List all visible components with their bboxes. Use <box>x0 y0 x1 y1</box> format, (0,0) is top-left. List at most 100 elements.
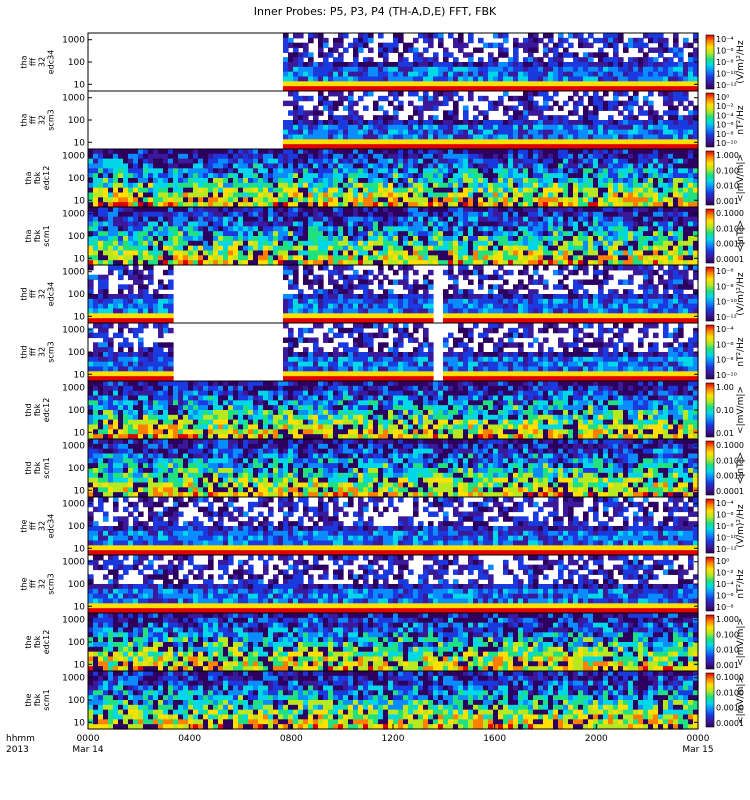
colorbar-tick-label: 10⁻⁶ <box>716 121 734 130</box>
panel-label-line: fff <box>29 290 38 299</box>
colorbar-scale <box>705 382 715 438</box>
y-tick-label: 10 <box>74 138 86 148</box>
colorbar-tick-label: 1.000 <box>716 151 739 160</box>
colorbar: 1.000 0.100 0.010 0.001<|mV/m|> <box>705 614 746 670</box>
y-tick-label: 10 <box>74 196 86 206</box>
y-tick-label: 1000 <box>62 36 85 46</box>
colorbar: 1.000 0.100 0.010 0.001<|mV/m|> <box>705 150 746 206</box>
colorbar-scale <box>705 440 715 496</box>
y-tick-label: 100 <box>68 348 85 358</box>
y-tick-label: 100 <box>68 406 85 416</box>
panel-label-line: fff <box>29 58 38 67</box>
y-tick-label: 100 <box>68 116 85 126</box>
colorbar-tick-label: 10⁻⁸ <box>716 58 734 67</box>
colorbar-tick-label: 0.010 <box>716 182 739 191</box>
panel-thd_fff_32_scm3: 10 100 1000 thd fff 32 scm3 10⁻⁴ 10⁻⁶ 10⁻⁸ 10⁻¹⁰ nT… <box>20 322 746 382</box>
panel-label-line: edc12 <box>42 166 51 191</box>
x-tick-label: 1200 <box>382 734 405 744</box>
panel-the_fbk_scm1: 10 100 1000 the fbk scm1 0.1000 0.0100 0.0010 0.0… <box>24 670 746 730</box>
panel-label-line: fbk <box>33 229 42 242</box>
panel-label-line: fff <box>29 580 38 589</box>
colorbar-scale <box>705 266 715 322</box>
y-tick-label: 100 <box>68 696 85 706</box>
colorbar-scale <box>705 614 715 670</box>
colorbar-scale <box>705 556 715 612</box>
colorbar-tick-label: 0.0100 <box>716 688 744 697</box>
colorbar-tick-label: 0.1000 <box>716 209 744 218</box>
panel-the_fff_32_scm3: 10 100 1000 the fff 32 scm3 10⁰ 10⁻² 10⁻⁴ 10⁻⁶ 10⁻⁸… <box>20 554 746 614</box>
colorbar-unit: <|mV/m|> <box>736 676 746 724</box>
colorbar: 0.1000 0.0100 0.0010 0.0001 <|nT|> <box>705 208 746 264</box>
colorbar-tick-label: 0.0001 <box>716 487 744 496</box>
colorbar-tick-label: 0.1000 <box>716 673 744 682</box>
panel-label-line: fff <box>29 522 38 531</box>
x-tick-label: 0400 <box>178 734 201 744</box>
y-tick-label: 10 <box>74 718 86 728</box>
y-tick-label: 100 <box>68 232 85 242</box>
colorbar-tick-label: 10⁻⁴ <box>716 499 734 508</box>
colorbar-tick-label: 10⁻⁴ <box>716 580 734 589</box>
panel-label: tha fff 32 edc34 <box>20 50 56 75</box>
panel-label-line: fbk <box>33 635 42 648</box>
panel-label-line: 32 <box>38 579 47 589</box>
panel-label-line: 32 <box>38 115 47 125</box>
panel-label-line: edc34 <box>47 282 56 307</box>
panel-label-line: 32 <box>38 347 47 357</box>
chart-title: Inner Probes: P5, P3, P4 (TH-A,D,E) FFT,… <box>254 5 497 18</box>
panel-label-line: fbk <box>33 461 42 474</box>
panel-label-line: scm1 <box>42 225 51 246</box>
panel-label-line: tha <box>20 113 29 126</box>
y-tick-label: 100 <box>68 522 85 532</box>
panel-thd_fff_32_edc34: 10 100 1000 thd fff 32 edc34 10⁻⁶ 10⁻⁸ 10⁻¹⁰ 10⁻¹²… <box>20 264 746 324</box>
spectrogram-texture <box>88 149 699 208</box>
colorbar-tick-label: 0.0010 <box>716 704 744 713</box>
colorbar-tick-label: 10⁻¹⁰ <box>716 298 737 307</box>
colorbar-unit: <|nT|> <box>736 220 746 252</box>
x-tick-label: 0800 <box>280 734 303 744</box>
colorbar-scale <box>705 498 715 554</box>
panel-label-line: scm3 <box>47 109 56 130</box>
colorbar-tick-label: 10⁻¹² <box>716 545 737 554</box>
colorbar: 1.00 0.10 0.01 <|mV/m|> <box>705 382 746 438</box>
colorbar: 0.1000 0.0100 0.0010 0.0001<|mV/m|> <box>705 672 746 728</box>
x-tick-label: 1600 <box>483 734 506 744</box>
panel-label: tha fff 32 scm3 <box>20 109 56 130</box>
panel-label-line: edc12 <box>42 398 51 423</box>
panel-thd_fbk_scm1: 10 100 1000 thd fbk scm1 0.1000 0.0100 0.0010 0.0… <box>24 438 746 498</box>
panel-label: the fbk scm1 <box>24 689 51 710</box>
colorbar-tick-label: 0.001 <box>716 661 739 670</box>
colorbar: 10⁻⁴ 10⁻⁶ 10⁻⁸ 10⁻¹⁰ nT²/Hz <box>705 324 746 380</box>
panel-label-line: tha <box>24 171 33 184</box>
panel-label-line: tha <box>20 55 29 68</box>
panel-tha_fbk_edc12: 10 100 1000 tha fbk edc12 1.000 0.100 0.010 0.001… <box>24 148 746 208</box>
panel-thd_fbk_edc12: 10 100 1000 thd fbk edc12 1.00 0.10 0.01 <|mV/m|> <box>24 380 746 440</box>
colorbar-tick-label: 10⁻¹⁰ <box>716 139 737 148</box>
colorbar: 10⁻⁶ 10⁻⁸ 10⁻¹⁰ 10⁻¹²(V/m)²/Hz <box>705 266 746 322</box>
x-axis-row-label: hhmm <box>6 734 35 744</box>
colorbar: 10⁻⁴ 10⁻⁶ 10⁻⁸ 10⁻¹⁰ 10⁻¹²(V/m)²/Hz <box>705 498 746 554</box>
panel-tha_fff_32_scm3: 10 100 1000 tha fff 32 scm3 10⁰10⁻²10⁻⁴10⁻⁶10⁻⁸… <box>20 90 746 150</box>
colorbar-scale <box>705 324 715 380</box>
y-tick-label: 100 <box>68 290 85 300</box>
spectrogram-texture <box>283 33 699 92</box>
panel-label-line: edc12 <box>42 630 51 655</box>
y-tick-label: 100 <box>68 638 85 648</box>
panel-label: the fff 32 edc34 <box>20 514 56 539</box>
y-tick-label: 1000 <box>62 558 85 568</box>
y-tick-label: 1000 <box>62 94 85 104</box>
panel-label-line: thd <box>20 345 29 358</box>
colorbar-tick-label: 0.0010 <box>716 472 744 481</box>
spectrogram-texture <box>283 91 699 150</box>
colorbar-unit: nT²/Hz <box>736 337 746 367</box>
colorbar-tick-label: 10⁻⁴ <box>716 111 734 120</box>
colorbar-tick-label: 0.0010 <box>716 240 744 249</box>
panel-label: thd fff 32 scm3 <box>20 341 56 362</box>
panel-label-line: the <box>20 577 29 590</box>
panel-label-line: thd <box>20 287 29 300</box>
colorbar-unit: nT²/Hz <box>736 569 746 599</box>
colorbar-tick-label: 1.000 <box>716 615 739 624</box>
y-tick-label: 1000 <box>62 326 85 336</box>
panel-label: thd fbk edc12 <box>24 398 51 423</box>
